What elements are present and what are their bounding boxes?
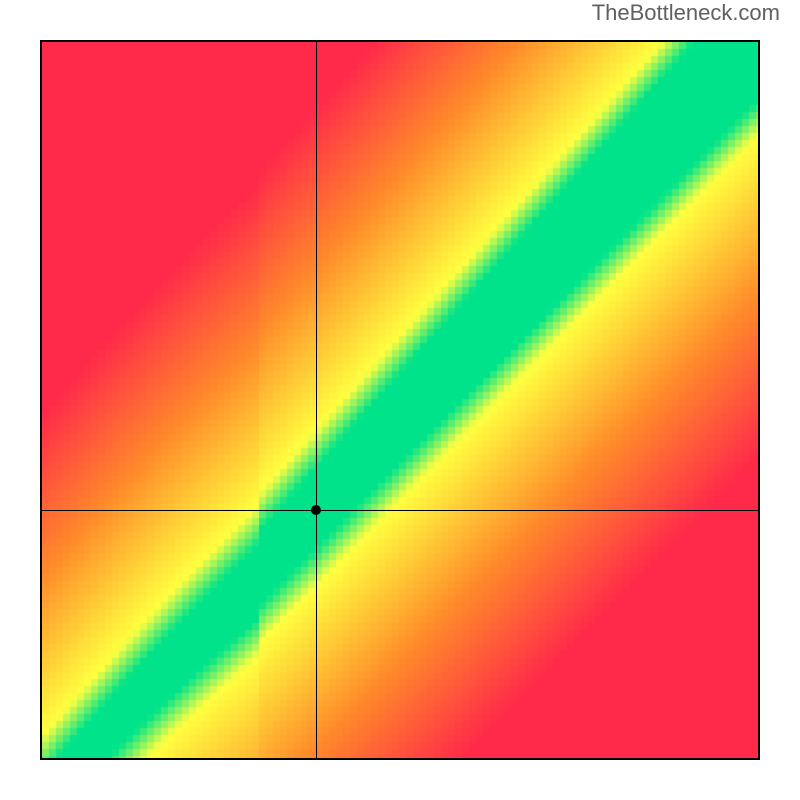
bottleneck-heatmap (40, 40, 760, 760)
crosshair-vertical (316, 42, 317, 758)
crosshair-horizontal (42, 510, 758, 511)
watermark-text: TheBottleneck.com (592, 0, 780, 26)
intersection-marker (311, 505, 321, 515)
heatmap-canvas (42, 42, 758, 758)
